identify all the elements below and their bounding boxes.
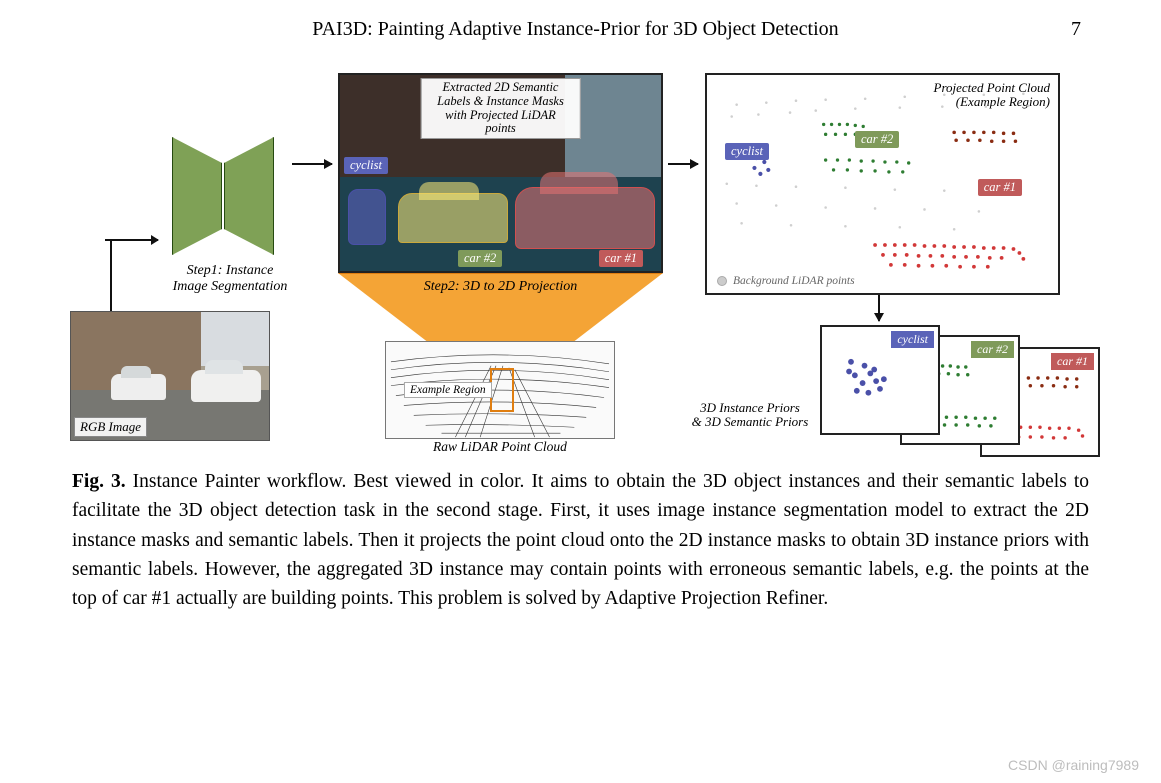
rgb-image-label: RGB Image [74,417,147,437]
cyclist-tag: cyclist [725,143,769,160]
figure-caption: Fig. 3. Instance Painter workflow. Best … [70,461,1091,613]
encoder-trapezoid [172,137,222,255]
car2-mask [398,193,508,243]
watermark: CSDN @raining7989 [1008,757,1139,773]
arrow-down-icon [878,295,880,321]
car1-tag: car #1 [599,250,643,267]
priors-caption: 3D Instance Priors& 3D Semantic Priors [680,401,820,430]
figure-label: Fig. 3. [72,471,126,492]
car1-mask [515,187,655,249]
figure-caption-text: Instance Painter workflow. Best viewed i… [72,471,1089,609]
arrow-up-icon [110,241,112,311]
bg-legend: Background LiDAR points [717,275,855,287]
rgb-image-panel: RGB Image [70,311,270,441]
running-header: PAI3D: Painting Adaptive Instance-Prior … [70,18,1091,41]
arrow-right-icon [292,163,332,165]
raw-lidar-caption: Raw LiDAR Point Cloud [385,439,615,455]
cyclist-tag: cyclist [344,157,388,174]
center-panel-title: Extracted 2D Semantic Labels & Instance … [420,78,581,139]
example-region-box [490,368,514,412]
arrow-right-icon [668,163,698,165]
arrow-right-icon [110,239,158,241]
projection-label: Step2: 3D to 2D Projection [338,279,663,295]
prior-cyclist-panel: cyclist [820,325,940,435]
figure-3: RGB Image Step1: InstanceImage Segmentat… [70,61,1091,441]
paper-title: PAI3D: Painting Adaptive Instance-Prior … [312,18,838,41]
car1-tag: car #1 [978,179,1022,196]
cyclist-mask [348,189,386,245]
segmentation-net [158,131,288,261]
car2-tag: car #2 [855,131,899,148]
car2-tag: car #2 [458,250,502,267]
decoder-trapezoid [224,137,274,255]
projected-point-cloud-panel: Projected Point Cloud(Example Region) [705,73,1060,295]
example-region-label: Example Region [404,382,492,398]
segnet-label: Step1: InstanceImage Segmentation [150,263,310,295]
raw-lidar-panel: Example Region [385,341,615,439]
center-panel: Extracted 2D Semantic Labels & Instance … [338,73,663,273]
page-number: 7 [1071,18,1081,41]
